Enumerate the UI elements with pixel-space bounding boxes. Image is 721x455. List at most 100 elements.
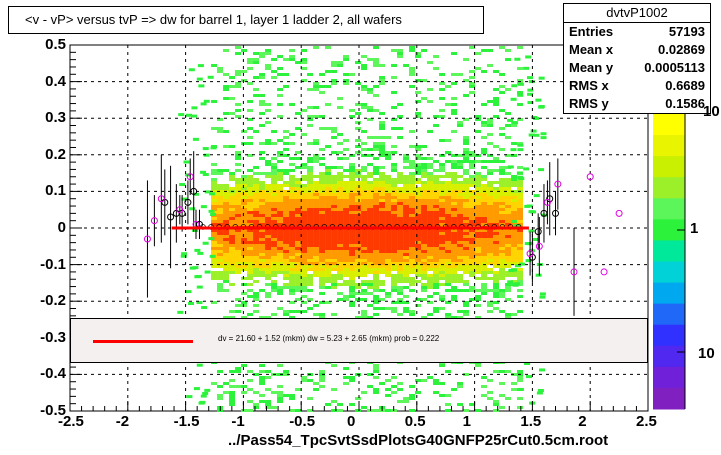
density-cell	[397, 115, 404, 118]
density-cell	[319, 301, 326, 304]
density-cell	[427, 187, 434, 190]
density-cell	[331, 232, 338, 235]
density-cell	[391, 391, 398, 394]
y-tick-label: -0.3	[40, 328, 66, 346]
density-cell	[439, 115, 446, 118]
density-cell	[379, 175, 386, 178]
density-cell	[403, 253, 410, 256]
density-cell	[277, 139, 284, 142]
density-cell	[391, 241, 398, 244]
density-cell	[451, 196, 458, 199]
density-cell	[343, 271, 350, 274]
density-cell	[349, 247, 356, 250]
density-cell	[325, 268, 332, 271]
density-cell	[511, 280, 518, 283]
density-cell	[445, 160, 452, 163]
density-cell	[397, 277, 404, 280]
density-cell	[223, 217, 230, 220]
density-cell	[433, 223, 440, 226]
density-cell	[247, 142, 254, 145]
density-cell	[517, 208, 524, 211]
density-cell	[283, 220, 290, 223]
density-cell	[499, 289, 506, 292]
density-cell	[337, 199, 344, 202]
density-cell	[319, 376, 326, 379]
density-cell	[289, 310, 296, 313]
density-cell	[343, 262, 350, 265]
density-cell	[469, 268, 476, 271]
density-cell	[181, 197, 188, 201]
density-cell	[439, 184, 446, 187]
density-cell	[361, 316, 368, 319]
density-cell	[223, 196, 230, 199]
density-cell	[487, 208, 494, 211]
density-cell	[379, 256, 386, 259]
density-cell	[421, 238, 428, 241]
density-cell	[235, 370, 242, 373]
density-cell	[349, 379, 356, 382]
density-cell	[331, 277, 338, 280]
density-cell	[439, 223, 446, 226]
density-cell	[451, 109, 458, 112]
density-cell	[307, 235, 314, 238]
density-cell	[301, 190, 308, 193]
density-cell	[229, 229, 236, 232]
density-cell	[487, 301, 494, 304]
density-cell	[517, 196, 524, 199]
density-cell	[487, 223, 494, 226]
density-cell	[469, 70, 476, 73]
density-cell	[481, 394, 488, 397]
density-cell	[277, 232, 284, 235]
density-cell	[283, 196, 290, 199]
density-cell	[355, 256, 362, 259]
density-cell	[391, 310, 398, 313]
density-cell	[415, 304, 422, 307]
density-cell	[271, 205, 278, 208]
density-cell	[475, 115, 482, 118]
density-cell	[421, 250, 428, 253]
density-cell	[277, 211, 284, 214]
density-cell	[235, 178, 242, 181]
density-cell	[313, 106, 320, 109]
density-cell	[271, 289, 278, 292]
density-cell	[507, 165, 514, 169]
density-cell	[283, 208, 290, 211]
x-tick-label: 0.5	[404, 413, 426, 430]
density-cell	[283, 148, 290, 151]
density-cell	[415, 199, 422, 202]
density-cell	[538, 168, 545, 172]
density-cell	[532, 237, 539, 241]
density-cell	[307, 229, 314, 232]
density-cell	[349, 271, 356, 274]
density-cell	[481, 211, 488, 214]
density-cell	[505, 244, 512, 247]
density-cell	[409, 166, 416, 169]
density-cell	[397, 199, 404, 202]
density-cell	[307, 175, 314, 178]
density-cell	[385, 214, 392, 217]
density-cell	[451, 52, 458, 55]
density-cell	[439, 253, 446, 256]
density-cell	[253, 52, 260, 55]
density-cell	[259, 247, 266, 250]
density-cell	[307, 187, 314, 190]
density-cell	[427, 376, 434, 379]
density-cell	[463, 238, 470, 241]
density-cell	[235, 115, 242, 118]
density-cell	[337, 268, 344, 271]
density-cell	[373, 388, 380, 391]
density-cell	[349, 289, 356, 292]
density-cell	[355, 250, 362, 253]
density-cell	[373, 274, 380, 277]
density-cell	[265, 388, 272, 391]
density-cell	[319, 205, 326, 208]
density-cell	[211, 382, 218, 385]
density-cell	[355, 286, 362, 289]
density-cell	[331, 283, 338, 286]
density-cell	[391, 262, 398, 265]
density-cell	[271, 259, 278, 262]
density-cell	[223, 238, 230, 241]
density-cell	[469, 91, 476, 94]
density-cell	[307, 232, 314, 235]
density-cell	[499, 181, 506, 184]
